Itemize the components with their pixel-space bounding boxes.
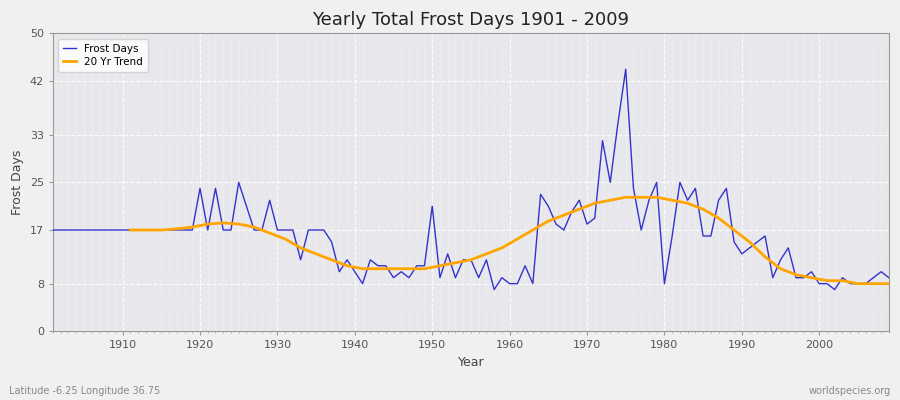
20 Yr Trend — [620, 195, 631, 200]
20 Yr Trend — [342, 263, 353, 268]
20 Yr Trend — [527, 228, 538, 232]
20 Yr Trend — [465, 258, 476, 262]
20 Yr Trend — [698, 207, 708, 212]
20 Yr Trend — [682, 201, 693, 206]
Frost Days — [504, 281, 515, 286]
20 Yr Trend — [497, 246, 508, 250]
20 Yr Trend — [202, 222, 213, 226]
Y-axis label: Frost Days: Frost Days — [11, 150, 24, 215]
Text: worldspecies.org: worldspecies.org — [809, 386, 891, 396]
Frost Days — [48, 228, 58, 232]
20 Yr Trend — [837, 278, 848, 283]
20 Yr Trend — [248, 225, 259, 230]
20 Yr Trend — [635, 195, 646, 200]
20 Yr Trend — [357, 266, 368, 271]
20 Yr Trend — [760, 254, 770, 259]
Legend: Frost Days, 20 Yr Trend: Frost Days, 20 Yr Trend — [58, 39, 148, 72]
20 Yr Trend — [667, 198, 678, 203]
20 Yr Trend — [652, 195, 662, 200]
20 Yr Trend — [310, 252, 321, 256]
20 Yr Trend — [775, 266, 786, 271]
20 Yr Trend — [419, 266, 430, 271]
20 Yr Trend — [543, 219, 553, 224]
20 Yr Trend — [171, 226, 182, 231]
Frost Days — [512, 281, 523, 286]
20 Yr Trend — [868, 281, 878, 286]
20 Yr Trend — [233, 222, 244, 226]
20 Yr Trend — [265, 231, 275, 236]
20 Yr Trend — [450, 260, 461, 265]
20 Yr Trend — [481, 252, 491, 256]
Frost Days — [489, 287, 500, 292]
20 Yr Trend — [403, 266, 414, 271]
Frost Days — [280, 228, 291, 232]
Frost Days — [884, 275, 895, 280]
Frost Days — [326, 240, 337, 244]
20 Yr Trend — [156, 228, 166, 232]
Title: Yearly Total Frost Days 1901 - 2009: Yearly Total Frost Days 1901 - 2009 — [312, 11, 629, 29]
Line: 20 Yr Trend: 20 Yr Trend — [130, 197, 889, 284]
20 Yr Trend — [125, 228, 136, 232]
20 Yr Trend — [512, 236, 523, 241]
20 Yr Trend — [852, 281, 863, 286]
20 Yr Trend — [373, 266, 383, 271]
20 Yr Trend — [605, 198, 616, 203]
20 Yr Trend — [790, 272, 801, 277]
20 Yr Trend — [590, 201, 600, 206]
X-axis label: Year: Year — [457, 356, 484, 369]
20 Yr Trend — [435, 263, 446, 268]
20 Yr Trend — [713, 216, 724, 220]
20 Yr Trend — [558, 213, 569, 218]
20 Yr Trend — [744, 240, 755, 244]
20 Yr Trend — [729, 228, 740, 232]
Line: Frost Days: Frost Days — [53, 69, 889, 290]
20 Yr Trend — [574, 207, 585, 212]
20 Yr Trend — [806, 275, 817, 280]
20 Yr Trend — [884, 281, 895, 286]
20 Yr Trend — [218, 220, 229, 225]
Frost Days — [620, 67, 631, 72]
20 Yr Trend — [822, 278, 832, 283]
Text: Latitude -6.25 Longitude 36.75: Latitude -6.25 Longitude 36.75 — [9, 386, 160, 396]
20 Yr Trend — [295, 246, 306, 250]
20 Yr Trend — [280, 236, 291, 241]
Frost Days — [110, 228, 121, 232]
20 Yr Trend — [187, 225, 198, 230]
Frost Days — [605, 180, 616, 185]
20 Yr Trend — [388, 266, 399, 271]
20 Yr Trend — [326, 258, 337, 262]
20 Yr Trend — [140, 228, 151, 232]
